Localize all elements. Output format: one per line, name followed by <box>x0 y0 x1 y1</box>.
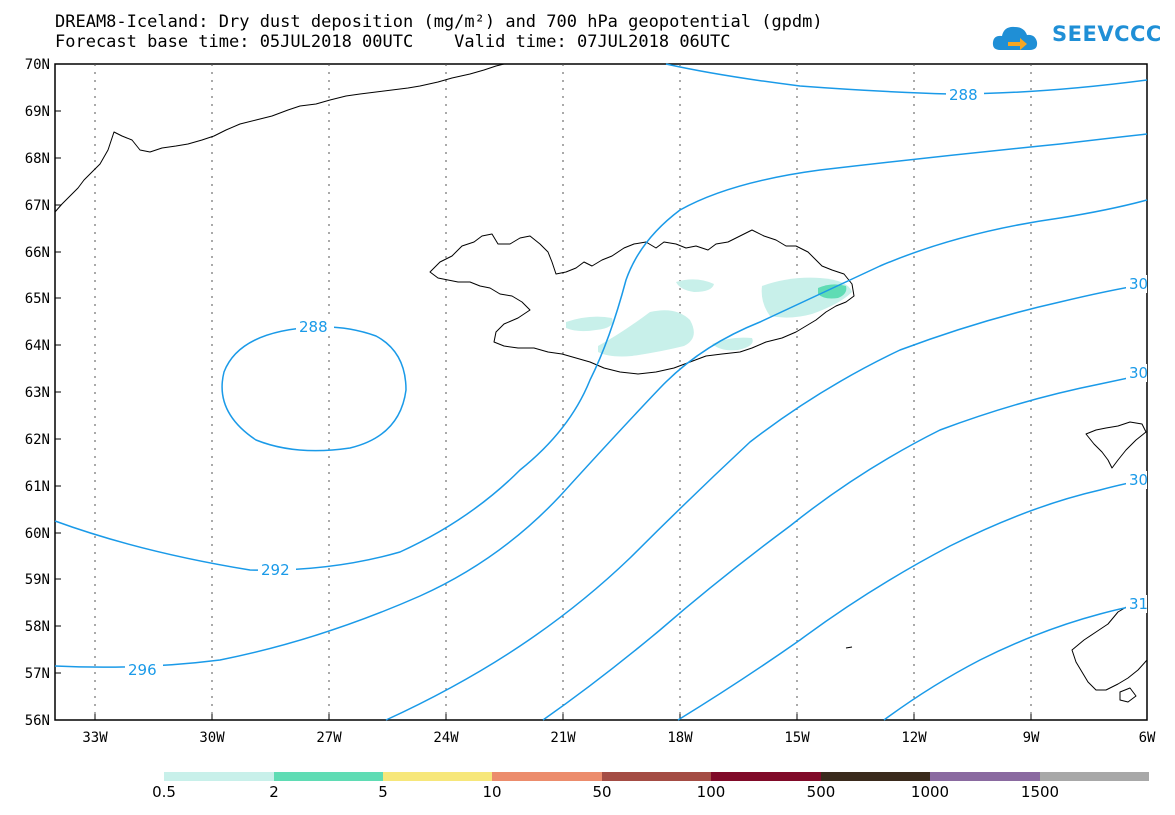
colorbar-label: 5 <box>378 783 388 801</box>
colorbar-swatch <box>383 772 492 781</box>
scotland-coast <box>1071 599 1148 691</box>
lon-label: 12W <box>901 730 927 746</box>
lat-label: 63N <box>25 385 50 401</box>
colorbar-swatch <box>821 772 930 781</box>
lat-label: 60N <box>25 526 50 542</box>
island-coast <box>845 646 853 649</box>
colorbar-label: 100 <box>696 783 726 801</box>
lat-label: 66N <box>25 245 50 261</box>
contour-300 <box>385 283 1148 721</box>
lon-label: 18W <box>667 730 693 746</box>
colorbar-label: 50 <box>592 783 612 801</box>
lat-label: 62N <box>25 432 50 448</box>
lat-label: 59N <box>25 572 50 588</box>
lon-label: 33W <box>82 730 108 746</box>
faroe-coast <box>1085 421 1147 469</box>
axis-ticks <box>55 63 1032 720</box>
lat-label: 57N <box>25 666 50 682</box>
contour-288-closed <box>221 326 407 452</box>
dust-deposition-shading <box>566 277 852 357</box>
colorbar-label: 1000 <box>910 783 950 801</box>
colorbar-swatch <box>274 772 383 781</box>
contour-label: 30 <box>1129 471 1148 489</box>
contour-308 <box>677 479 1148 721</box>
colorbar-label: 1500 <box>1020 783 1060 801</box>
colorbar-swatch <box>164 772 274 781</box>
lon-label: 15W <box>784 730 810 746</box>
contour-label: 288 <box>299 318 328 336</box>
contour-312 <box>883 603 1148 721</box>
colorbar-label: 2 <box>269 783 279 801</box>
lon-label: 21W <box>550 730 576 746</box>
lat-label: 69N <box>25 104 50 120</box>
dust-area <box>566 316 613 332</box>
geopotential-contours <box>54 63 1148 721</box>
colorbar-label: 500 <box>806 783 836 801</box>
contour-304 <box>542 373 1148 721</box>
colorbar-label: 0.5 <box>152 783 176 801</box>
lat-label: 56N <box>25 713 50 729</box>
iceland-coast <box>429 229 855 375</box>
contour-label: 31 <box>1129 595 1148 613</box>
greenland-coast <box>54 63 505 213</box>
contour-label: 292 <box>261 561 290 579</box>
lat-label: 67N <box>25 198 50 214</box>
lon-label: 24W <box>433 730 459 746</box>
dust-area <box>818 284 847 299</box>
colorbar-swatch <box>1040 772 1149 781</box>
island-coast <box>1119 687 1137 703</box>
colorbar-swatch <box>711 772 821 781</box>
contour-label: 30 <box>1129 364 1148 382</box>
lat-label: 64N <box>25 338 50 354</box>
dust-area <box>676 279 714 292</box>
lat-label: 70N <box>25 57 50 73</box>
colorbar-swatch <box>930 772 1040 781</box>
colorbar-swatch <box>602 772 711 781</box>
lon-label: 30W <box>199 730 225 746</box>
lat-label: 65N <box>25 291 50 307</box>
lat-label: 58N <box>25 619 50 635</box>
lon-label: 9W <box>1023 730 1040 746</box>
lat-label: 61N <box>25 479 50 495</box>
cloud-logo-icon <box>992 26 1038 50</box>
contour-label: 30 <box>1129 275 1148 293</box>
map-frame <box>54 63 1148 721</box>
contour-296 <box>54 199 1148 668</box>
colorbar-swatch <box>492 772 602 781</box>
lon-label: 27W <box>316 730 342 746</box>
longitude-grid <box>94 64 1032 720</box>
logo-text: SEEVCCC <box>1052 22 1162 46</box>
colorbar-label: 10 <box>482 783 502 801</box>
contour-label: 288 <box>949 86 978 104</box>
colorbar <box>164 772 1149 781</box>
lat-label: 68N <box>25 151 50 167</box>
map-subtitle: Forecast base time: 05JUL2018 00UTC Vali… <box>55 32 731 52</box>
contour-288-north <box>665 63 1148 95</box>
map-title: DREAM8-Iceland: Dry dust deposition (mg/… <box>55 12 823 32</box>
coastlines <box>54 63 1148 703</box>
contour-label: 296 <box>128 661 157 679</box>
dust-area <box>598 310 694 357</box>
lon-label: 6W <box>1139 730 1156 746</box>
dust-area <box>712 337 753 351</box>
